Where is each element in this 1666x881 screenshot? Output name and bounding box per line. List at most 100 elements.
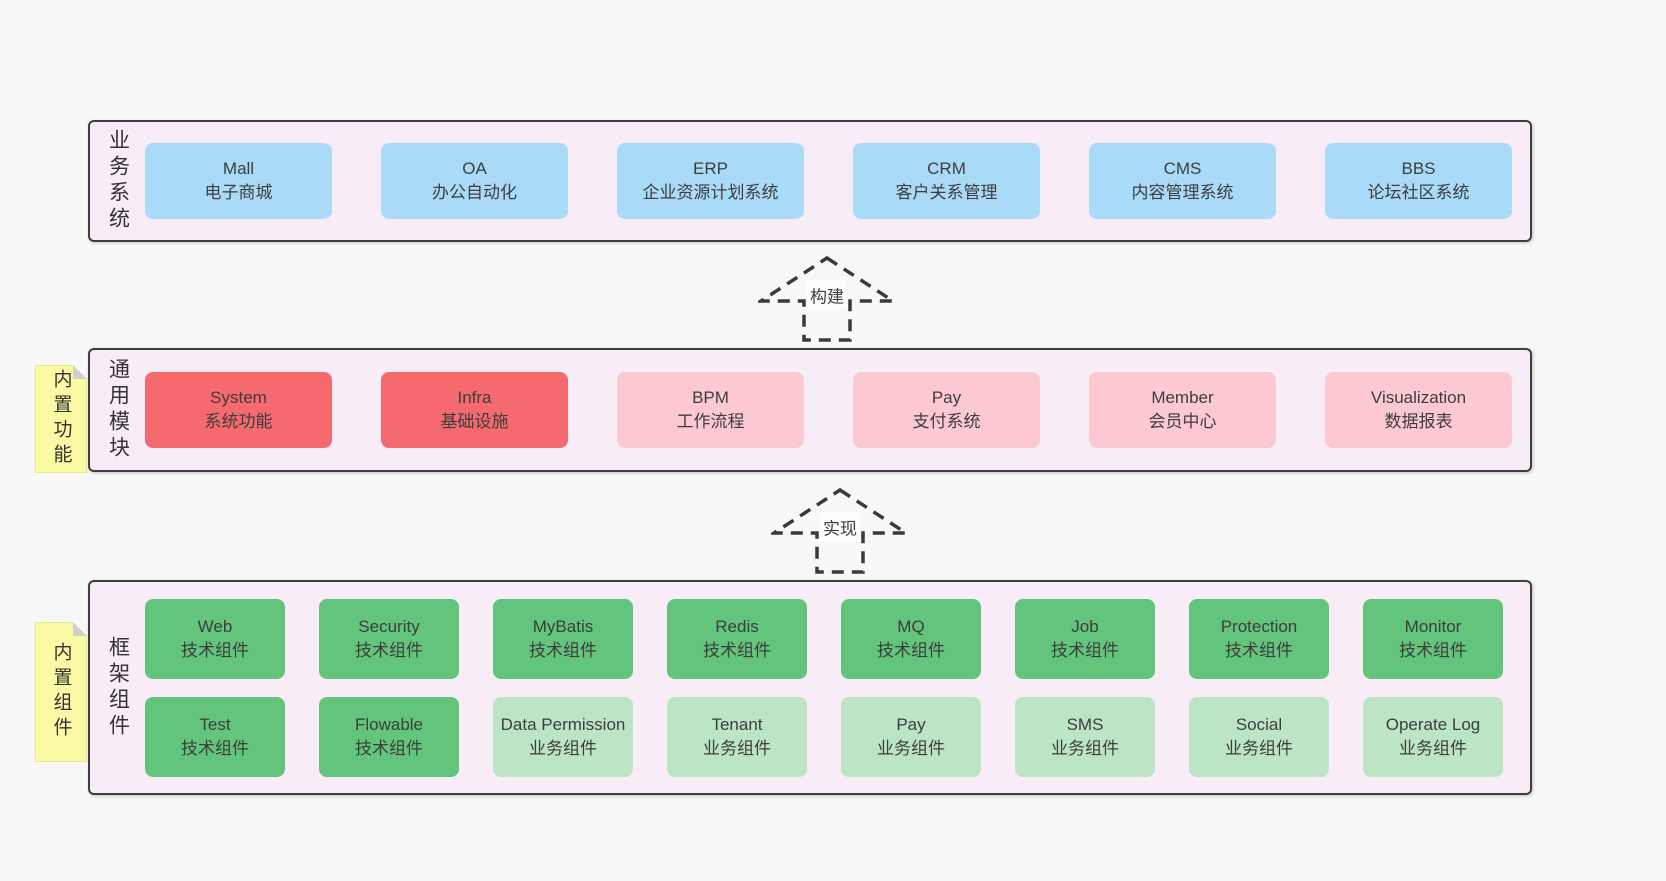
- box-visualization: Visualization 数据报表: [1325, 372, 1512, 448]
- box-data-permission: Data Permission 业务组件: [493, 696, 633, 777]
- box-subtitle: 技术组件: [529, 640, 597, 660]
- layer-label-business-systems: 业务系统: [106, 129, 130, 233]
- box-subtitle: 支付系统: [912, 412, 981, 431]
- build-arrow: 构建: [758, 255, 896, 343]
- box-social: Social 业务组件: [1189, 696, 1329, 777]
- box-title: Monitor: [1404, 616, 1462, 636]
- box-title: MyBatis: [532, 616, 594, 636]
- box-title: Data Permission: [500, 714, 626, 734]
- box-title: ERP: [693, 159, 728, 178]
- box-subtitle: 业务组件: [1051, 738, 1119, 758]
- box-title: Redis: [715, 616, 759, 636]
- box-title: Mall: [222, 159, 255, 178]
- box-title: Social: [1235, 714, 1283, 734]
- box-subtitle: 技术组件: [181, 640, 249, 660]
- box-title: Member: [1151, 388, 1214, 407]
- box-subtitle: 技术组件: [355, 640, 423, 660]
- box-title: Protection: [1220, 616, 1298, 636]
- box-mq: MQ 技术组件: [841, 598, 981, 679]
- box-system: System 系统功能: [145, 372, 332, 448]
- box-subtitle: 业务组件: [529, 738, 597, 758]
- implement-arrow-label: 实现: [820, 512, 860, 542]
- dashed-up-arrow-icon: [771, 487, 909, 574]
- box-title: Pay: [896, 714, 926, 734]
- layer-label-common-modules: 通用模块: [106, 358, 130, 462]
- box-title: MQ: [897, 616, 925, 636]
- box-subtitle: 企业资源计划系统: [642, 183, 779, 202]
- box-title: SMS: [1066, 714, 1104, 734]
- box-subtitle: 客户关系管理: [895, 183, 998, 202]
- box-flowable: Flowable 技术组件: [319, 696, 459, 777]
- box-subtitle: 会员中心: [1148, 412, 1217, 431]
- box-redis: Redis 技术组件: [667, 598, 807, 679]
- box-title: OA: [462, 159, 487, 178]
- box-title: Visualization: [1370, 388, 1467, 407]
- box-pay-system: Pay 支付系统: [853, 372, 1040, 448]
- box-title: CRM: [927, 159, 966, 178]
- box-bbs: BBS 论坛社区系统: [1325, 143, 1512, 219]
- box-oa: OA 办公自动化: [381, 143, 568, 219]
- box-title: Operate Log: [1385, 714, 1481, 734]
- box-title: System: [210, 388, 267, 407]
- box-title: Web: [197, 616, 233, 636]
- box-subtitle: 电子商城: [204, 183, 273, 202]
- implement-arrow: 实现: [771, 487, 909, 575]
- box-subtitle: 基础设施: [440, 412, 509, 431]
- box-subtitle: 业务组件: [877, 738, 945, 758]
- box-subtitle: 技术组件: [1051, 640, 1119, 660]
- box-title: Tenant: [711, 714, 763, 734]
- box-crm: CRM 客户关系管理: [853, 143, 1040, 219]
- box-test: Test 技术组件: [145, 696, 285, 777]
- box-tenant: Tenant 业务组件: [667, 696, 807, 777]
- business-systems-boxes: Mall 电子商城 OA 办公自动化 ERP 企业资源计划系统 CRM 客户关系…: [145, 122, 1534, 240]
- box-title: Test: [199, 714, 231, 734]
- box-web: Web 技术组件: [145, 598, 285, 679]
- box-title: Pay: [931, 388, 962, 407]
- box-protection: Protection 技术组件: [1189, 598, 1329, 679]
- box-subtitle: 技术组件: [1399, 640, 1467, 660]
- box-title: CMS: [1163, 159, 1202, 178]
- layer-business-systems: 业务系统 Mall 电子商城 OA 办公自动化 ERP 企业资源计划系统 CRM…: [88, 120, 1532, 242]
- layer-label-framework-components: 框架组件: [106, 635, 130, 740]
- framework-components-row-1: Web 技术组件 Security 技术组件 MyBatis 技术组件 Redi…: [145, 598, 1508, 679]
- box-title: BPM: [692, 388, 729, 407]
- box-subtitle: 技术组件: [877, 640, 945, 660]
- box-pay-component: Pay 业务组件: [841, 696, 981, 777]
- layer-framework-components: 框架组件 Web 技术组件 Security 技术组件 MyBatis 技术组件…: [88, 580, 1532, 795]
- framework-components-row-2: Test 技术组件 Flowable 技术组件 Data Permission …: [145, 696, 1508, 777]
- sticky-note-built-in-components: 内置组件: [35, 622, 87, 762]
- box-subtitle: 内容管理系统: [1131, 183, 1234, 202]
- box-title: BBS: [1401, 159, 1436, 178]
- box-subtitle: 技术组件: [181, 738, 249, 758]
- box-title: Flowable: [354, 714, 424, 734]
- box-sms: SMS 业务组件: [1015, 696, 1155, 777]
- sticky-note-built-in-features: 内置功能: [35, 365, 87, 473]
- box-infra: Infra 基础设施: [381, 372, 568, 448]
- box-operate-log: Operate Log 业务组件: [1363, 696, 1503, 777]
- box-subtitle: 业务组件: [1225, 738, 1293, 758]
- box-mybatis: MyBatis 技术组件: [493, 598, 633, 679]
- box-erp: ERP 企业资源计划系统: [617, 143, 804, 219]
- box-subtitle: 数据报表: [1384, 412, 1453, 431]
- box-mall: Mall 电子商城: [145, 143, 332, 219]
- box-member: Member 会员中心: [1089, 372, 1276, 448]
- box-subtitle: 办公自动化: [432, 183, 517, 202]
- box-job: Job 技术组件: [1015, 598, 1155, 679]
- common-modules-boxes: System 系统功能 Infra 基础设施 BPM 工作流程 Pay 支付系统…: [145, 350, 1534, 470]
- layer-common-modules: 通用模块 System 系统功能 Infra 基础设施 BPM 工作流程 Pay…: [88, 348, 1532, 472]
- box-monitor: Monitor 技术组件: [1363, 598, 1503, 679]
- build-arrow-label: 构建: [807, 280, 847, 310]
- box-subtitle: 业务组件: [703, 738, 771, 758]
- box-title: Security: [358, 616, 420, 636]
- box-subtitle: 技术组件: [1225, 640, 1293, 660]
- box-bpm: BPM 工作流程: [617, 372, 804, 448]
- box-title: Job: [1071, 616, 1099, 636]
- box-cms: CMS 内容管理系统: [1089, 143, 1276, 219]
- framework-components-grid: Web 技术组件 Security 技术组件 MyBatis 技术组件 Redi…: [145, 582, 1530, 793]
- dashed-up-arrow-icon: [758, 255, 896, 342]
- box-subtitle: 业务组件: [1399, 738, 1467, 758]
- box-title: Infra: [457, 388, 492, 407]
- box-security: Security 技术组件: [319, 598, 459, 679]
- box-subtitle: 技术组件: [355, 738, 423, 758]
